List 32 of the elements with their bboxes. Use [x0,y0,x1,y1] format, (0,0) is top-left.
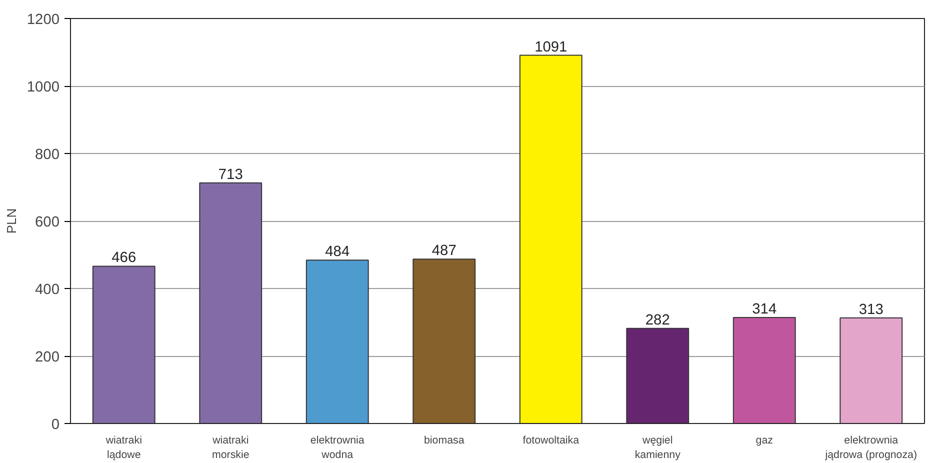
y-tick-label: 400 [35,282,60,298]
x-tick-label: wiatraki morskie [212,434,250,461]
y-axis-title: PLN [4,208,19,234]
data-label: 466 [112,250,136,266]
x-tick-label: gaz [756,434,773,446]
bar [412,258,476,424]
y-tick-label: 800 [35,147,60,163]
data-label: 314 [752,302,777,318]
data-label: 282 [645,312,670,328]
x-tick-label: elektrownia jądrowa (prognoza) [824,434,918,461]
bar [732,317,796,424]
bar [519,54,582,424]
y-tick-label: 200 [35,350,60,366]
bar [626,328,690,424]
x-tick-label: biomasa [424,434,464,446]
data-label: 713 [218,166,243,183]
data-label: 1091 [534,39,568,56]
data-label: 487 [432,243,456,260]
bar [92,266,156,424]
y-tick-label: 1200 [26,12,60,28]
x-tick-label: wiatraki lądowe [104,434,142,461]
x-tick-label: węgiel kamienny [634,434,682,461]
x-tick-label: fotowoltaika [522,434,580,446]
data-label: 484 [325,244,350,260]
x-tick-label: elektrownia wodna [310,434,364,461]
data-label: 313 [858,302,884,318]
y-tick-label: 0 [51,417,60,433]
bar [840,317,903,424]
y-tick-label: 600 [35,214,60,230]
bar [199,182,262,424]
y-tick-label: 1000 [26,80,60,96]
bar [306,260,369,424]
